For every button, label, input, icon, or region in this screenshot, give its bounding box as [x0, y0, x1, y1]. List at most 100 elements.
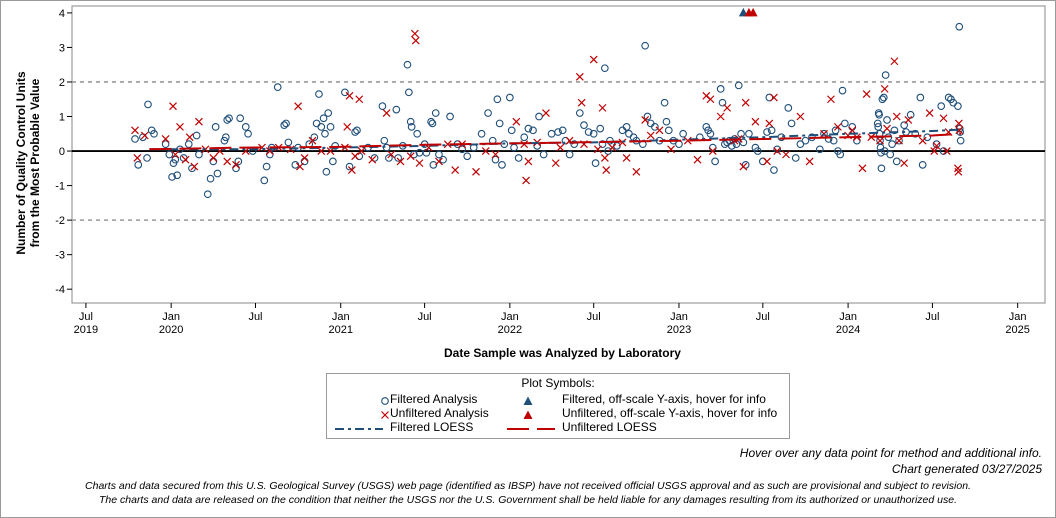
filtered-point	[660, 98, 669, 107]
unfiltered-point	[589, 55, 598, 64]
filtered-point	[765, 93, 774, 102]
unfiltered-point	[904, 116, 913, 124]
x-tick-label: Jan	[670, 311, 688, 323]
unfiltered-point	[232, 160, 240, 169]
filtered-point	[150, 129, 158, 138]
filtered-point	[282, 119, 290, 128]
filtered-point	[206, 174, 215, 183]
filtered-point	[273, 83, 282, 92]
filtered-point	[394, 154, 403, 162]
unfiltered-point	[396, 157, 405, 166]
unfiltered-point	[542, 109, 550, 117]
filtered-point	[498, 161, 506, 169]
legend-symbol-red-x	[381, 411, 389, 419]
filtered-point	[570, 140, 579, 148]
filtered-point	[322, 167, 331, 176]
unfiltered-point	[741, 98, 750, 107]
unfiltered-point	[176, 122, 184, 131]
unfiltered-point	[491, 150, 500, 159]
unfiltered-point	[925, 109, 934, 117]
unfiltered-point	[932, 141, 941, 150]
filtered-point	[331, 142, 340, 150]
unfiltered-point	[900, 159, 909, 168]
filtered-point	[236, 114, 245, 123]
filtered-point	[385, 154, 393, 162]
x-tick-label: Jul	[418, 311, 432, 323]
filtered-point	[558, 126, 567, 135]
unfiltered-point	[382, 109, 391, 117]
unfiltered-point	[954, 167, 963, 176]
filtered-point	[727, 142, 736, 150]
filtered-point	[944, 93, 953, 102]
filtered-point	[625, 129, 633, 138]
unfiltered-point	[524, 157, 533, 166]
filtered-point	[232, 164, 240, 173]
y-tick-label: -2	[55, 215, 65, 227]
filtered-point	[773, 145, 782, 154]
filtered-point	[801, 136, 810, 145]
plot-area	[71, 5, 1046, 304]
unfiltered-point	[577, 98, 586, 107]
filtered-point	[171, 155, 180, 164]
filtered-point	[791, 154, 800, 162]
legend-item-filtered-loess: Filtered LOESS	[390, 420, 474, 434]
filtered-point	[539, 150, 548, 159]
unfiltered-point	[435, 157, 443, 166]
y-tick-label: 0	[59, 146, 65, 158]
filtered-point	[565, 150, 574, 159]
x-tick-label-year: 2019	[74, 324, 98, 336]
y-axis-label: Number of Quality Control Units from the…	[6, 18, 50, 308]
filtered-point	[874, 123, 883, 131]
filtered-point	[143, 154, 151, 162]
filtered-point	[767, 126, 776, 135]
filtered-point	[524, 124, 533, 133]
filtered-point	[439, 155, 447, 164]
filtered-point	[937, 102, 946, 111]
unfiltered-point	[223, 157, 232, 166]
filtered-point	[600, 64, 609, 73]
unfiltered-point	[131, 126, 139, 135]
filtered-point	[784, 104, 793, 112]
filtered-point	[321, 129, 329, 138]
filtered-point	[664, 126, 673, 135]
unfiltered-point	[593, 145, 602, 154]
filtered-point	[329, 157, 337, 166]
filtered-point	[875, 110, 883, 119]
unfiltered-point	[833, 122, 842, 131]
filtered-point	[643, 112, 652, 121]
unfiltered-point	[939, 114, 948, 123]
filtered-point	[220, 136, 229, 145]
filtered-point	[491, 155, 500, 164]
x-tick-label: Jan	[162, 311, 180, 323]
legend-item-unfiltered-offscale: Unfiltered, off-scale Y-axis, hover for …	[562, 406, 778, 420]
filtered-point	[892, 157, 901, 166]
filtered-point	[317, 123, 326, 131]
legend-symbol-dashdot-line	[335, 428, 383, 430]
filtered-point	[739, 138, 748, 147]
filtered-point	[923, 133, 932, 142]
unfiltered-point	[171, 150, 180, 159]
unfiltered-point	[641, 116, 650, 124]
unfiltered-point	[723, 103, 732, 112]
x-tick-label-year: 2021	[328, 324, 352, 336]
filtered-point	[195, 150, 203, 159]
x-tick-label-year: 2023	[667, 324, 691, 336]
unfiltered-point	[892, 112, 901, 121]
x-tick-label: Jan	[332, 311, 350, 323]
unfiltered-point	[918, 136, 927, 145]
filtered-point	[192, 131, 201, 140]
y-tick-label: 3	[59, 42, 65, 54]
legend-item-filtered-offscale: Filtered, off-scale Y-axis, hover for in…	[562, 392, 766, 406]
filtered-point	[315, 90, 323, 98]
unfiltered-point	[895, 136, 903, 145]
filtered-point	[641, 41, 649, 50]
filtered-point	[463, 152, 472, 161]
unfiltered-point	[195, 117, 203, 126]
filtered-point	[435, 150, 443, 159]
unfiltered-point	[347, 166, 356, 174]
x-tick-label: Jul	[79, 311, 93, 323]
filtered-point	[211, 123, 220, 131]
unfiltered-point	[345, 91, 354, 100]
filtered-point	[428, 119, 437, 128]
filtered-point	[718, 98, 727, 107]
